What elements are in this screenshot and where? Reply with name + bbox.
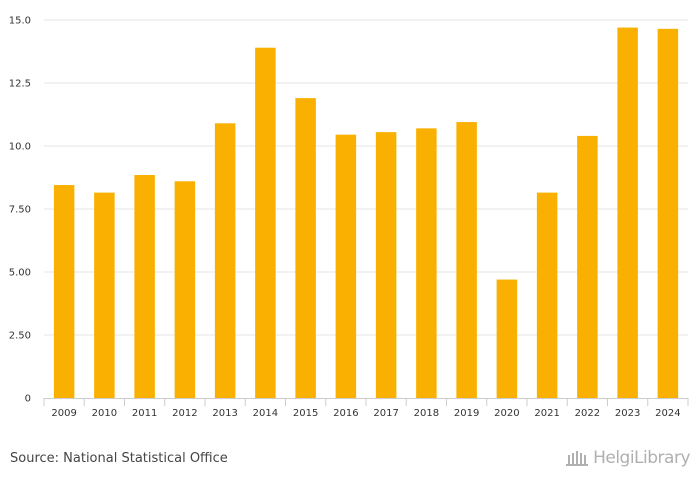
bar-2023	[617, 27, 638, 399]
x-axis: 2009 2010 2011 2012 2013 2014 2015 2016 2017 2018…	[43, 398, 689, 419]
y-tick-label: 7.50	[9, 205, 31, 216]
y-tick-label: 15.0	[9, 16, 31, 27]
y-tick-label: 0	[25, 394, 31, 405]
y-tick-label: 12.5	[9, 79, 31, 90]
x-tick-label: 2021	[534, 408, 559, 419]
x-tick-label: 2016	[333, 408, 358, 419]
x-tick-label: 2015	[293, 408, 318, 419]
x-tick-label: 2012	[172, 408, 197, 419]
bar-2016	[335, 134, 357, 398]
bar-2020	[496, 279, 518, 398]
x-tick-label: 2023	[615, 408, 640, 419]
x-tick-label: 2018	[414, 408, 439, 419]
bar-2018	[416, 128, 437, 399]
bars	[53, 27, 679, 399]
x-tick-label: 2010	[92, 408, 117, 419]
y-tick-label: 5.00	[9, 268, 31, 279]
bar-2011	[134, 174, 155, 398]
helgilibrary-logo: HelgiLibrary	[565, 448, 690, 468]
x-tick-label: 2013	[212, 408, 237, 419]
bar-2012	[174, 181, 196, 398]
bar-2017	[375, 132, 397, 398]
x-tick-label: 2011	[132, 408, 157, 419]
logo-text: HelgiLibrary	[593, 448, 690, 468]
x-tick-label: 2022	[575, 408, 600, 419]
x-tick-label: 2009	[51, 408, 76, 419]
source-note: Source: National Statistical Office	[10, 451, 228, 466]
y-tick-label: 2.50	[9, 331, 31, 342]
bar-2013	[214, 123, 236, 398]
y-axis-labels: 0 2.50 5.00 7.50 10.0 12.5 15.0	[9, 16, 31, 405]
x-tick-label: 2024	[655, 408, 680, 419]
bar-2010	[94, 192, 115, 398]
y-tick-label: 10.0	[9, 142, 31, 153]
bar-2009	[53, 185, 75, 398]
bar-2014	[255, 47, 276, 398]
bar-2021	[536, 192, 558, 398]
bar-2022	[577, 135, 598, 399]
x-tick-label: 2017	[373, 408, 398, 419]
library-building-icon	[566, 451, 589, 466]
x-tick-label: 2020	[494, 408, 519, 419]
x-tick-label: 2019	[454, 408, 479, 419]
bar-2024	[657, 28, 679, 398]
bar-2015	[295, 98, 316, 399]
x-tick-label: 2014	[253, 408, 278, 419]
bar-2019	[456, 122, 477, 398]
